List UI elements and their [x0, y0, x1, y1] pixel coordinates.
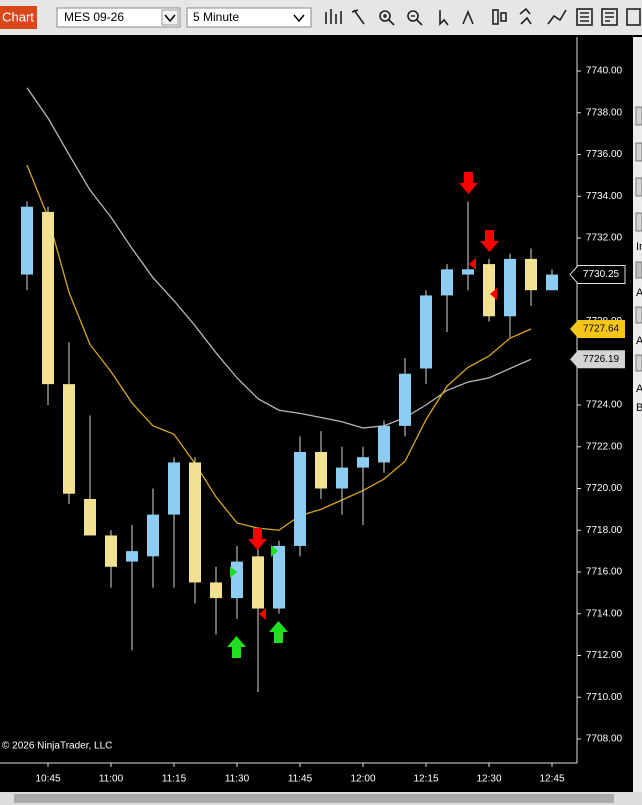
side-button[interactable] [635, 261, 642, 279]
buy-arrow [227, 636, 246, 658]
dropdown-icon [293, 14, 305, 23]
y-tick-label: 7736.00 [586, 149, 623, 160]
candle-body [420, 295, 432, 369]
price-marker [569, 265, 626, 285]
candle-body [147, 514, 159, 557]
signal-markers [227, 172, 499, 658]
x-tick-label: 11:45 [288, 774, 313, 785]
instrument-label: MES 09-26 [64, 10, 124, 24]
side-button[interactable] [635, 142, 642, 162]
exit-marker [490, 288, 497, 300]
candle-body [294, 451, 306, 546]
candle-body [21, 206, 33, 275]
candle-body [483, 264, 495, 317]
candles [21, 201, 558, 693]
candle-body [210, 582, 222, 599]
x-tick-label: 12:15 [413, 774, 438, 785]
chart-tab[interactable] [0, 6, 37, 29]
price-marker-label: 7726.19 [583, 354, 620, 365]
side-label: In [636, 241, 642, 253]
price-axis: 7708.00 7710.00 7712.00 7714.00 7716.00 7718.… [35, 66, 626, 785]
copyright: © 2026 NinjaTrader, LLC [2, 741, 112, 752]
y-tick-label: 7714.00 [586, 608, 623, 619]
candle-body [42, 211, 54, 385]
candle-body [378, 425, 390, 463]
candle-body [525, 258, 537, 291]
y-tick-label: 7720.00 [586, 483, 623, 494]
candle-body [84, 498, 96, 536]
x-tick-label: 12:00 [350, 774, 375, 785]
instrument-selector[interactable] [56, 7, 181, 28]
dropdown-icon [164, 14, 176, 23]
side-label: A [636, 335, 642, 347]
y-tick-label: 7716.00 [586, 567, 623, 578]
candle-body [546, 274, 558, 291]
candle-body [231, 561, 243, 599]
moving-average-line [26, 164, 532, 531]
x-tick-label: 12:45 [539, 774, 564, 785]
sell-arrow [480, 230, 499, 252]
candle-body [441, 269, 453, 296]
indicator-lines [26, 87, 532, 531]
y-tick-label: 7740.00 [586, 66, 623, 77]
x-tick-label: 11:15 [162, 774, 187, 785]
candle-body [336, 467, 348, 489]
candle-body [126, 551, 138, 562]
scrollbar-thumb[interactable] [14, 794, 614, 803]
y-tick-label: 7718.00 [586, 525, 623, 536]
candle-body [399, 373, 411, 426]
buy-arrow [269, 621, 288, 643]
candle-body [462, 269, 474, 275]
side-label: B [636, 402, 642, 414]
toolbar-icons[interactable] [325, 7, 641, 26]
price-marker [570, 320, 625, 339]
candle-body [315, 451, 327, 489]
exit-marker [259, 608, 266, 620]
side-label: A [636, 383, 642, 395]
x-tick-label: 11:30 [225, 774, 250, 785]
exit-marker [469, 258, 476, 270]
side-button[interactable] [635, 306, 642, 324]
side-button[interactable] [635, 212, 642, 232]
plot-area [0, 37, 577, 763]
entry-marker [230, 566, 237, 578]
x-tick-label: 11:00 [99, 774, 124, 785]
interval-label: 5 Minute [193, 10, 239, 24]
y-tick-label: 7724.00 [586, 400, 623, 411]
entry-marker [271, 545, 278, 557]
y-tick-label: 7734.00 [586, 191, 623, 202]
side-button[interactable] [635, 106, 642, 126]
candle-body [63, 384, 75, 494]
price-marker [570, 350, 625, 369]
candle-body [252, 556, 264, 609]
y-tick-label: 7732.00 [586, 233, 623, 244]
x-tick-label: 10:45 [35, 774, 60, 785]
candle-body [504, 258, 516, 317]
tab-label: Chart [2, 9, 34, 24]
price-marker-label: 7730.25 [583, 269, 620, 280]
price-marker-label: 7727.64 [583, 324, 620, 335]
moving-average-line [26, 87, 532, 429]
x-tick-label: 12:30 [476, 774, 501, 785]
side-label: A [636, 287, 642, 299]
candle-body [105, 535, 117, 567]
y-tick-label: 7722.00 [586, 441, 623, 452]
interval-selector[interactable] [186, 7, 312, 28]
candle-body [273, 545, 285, 609]
side-panel [633, 37, 642, 792]
candle-body [168, 462, 180, 515]
sell-arrow [248, 528, 267, 550]
y-tick-label: 7712.00 [586, 650, 623, 661]
dropdown-button[interactable] [161, 9, 179, 26]
candle-body [357, 457, 369, 468]
y-tick-label: 7708.00 [586, 734, 623, 745]
side-button[interactable] [635, 177, 642, 197]
y-tick-label: 7738.00 [586, 107, 623, 118]
candle-body [189, 462, 201, 583]
y-tick-label: 7710.00 [586, 692, 623, 703]
side-button[interactable] [635, 354, 642, 372]
sell-arrow [459, 172, 478, 194]
